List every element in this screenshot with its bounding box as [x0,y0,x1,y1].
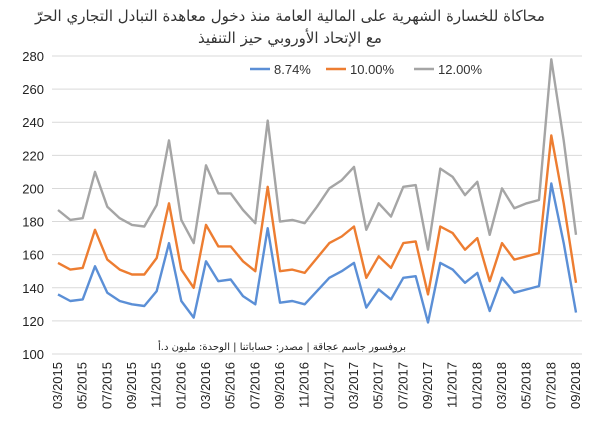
y-tick-label: 120 [22,314,44,329]
series-lines [57,58,578,324]
x-tick-label: 07/2017 [395,362,410,409]
y-tick-label: 240 [22,115,44,130]
series-line-1 [57,134,578,296]
legend-label-1: 10.00% [350,62,395,77]
y-tick-label: 260 [22,82,44,97]
chart-title-line2: مع الإتحاد الأوروبي حيز التنفيذ [198,28,382,48]
x-tick-label: 03/2015 [50,362,65,409]
x-tick-label: 01/2018 [469,362,484,409]
x-tick-label: 09/2015 [124,362,139,409]
y-tick-label: 280 [22,49,44,64]
x-tick-label: 09/2016 [272,362,287,409]
chart-title-line1: محاكاة للخسارة الشهرية على المالية العام… [34,7,545,26]
y-tick-label: 140 [22,281,44,296]
y-tick-label: 160 [22,248,44,263]
y-tick-label: 220 [22,148,44,163]
y-tick-label: 200 [22,181,44,196]
x-tick-label: 03/2018 [494,362,509,409]
x-tick-label: 07/2016 [247,362,262,409]
legend-label-0: 8.74% [274,62,311,77]
series-line-0 [57,182,578,324]
x-tick-label: 11/2015 [149,362,164,408]
x-axis-ticks: 03/2015 05/2015 07/2015 09/2015 11/2015 01/20… [50,362,583,409]
y-tick-label: 180 [22,215,44,230]
x-tick-label: 05/2015 [75,362,90,409]
x-tick-label: 07/2015 [99,362,114,409]
x-tick-label: 11/2016 [297,362,312,408]
x-tick-label: 03/2016 [198,362,213,409]
legend: 8.74% 10.00% 12.00% [250,62,483,77]
x-tick-label: 05/2017 [371,362,386,409]
x-tick-label: 09/2017 [420,362,435,409]
x-tick-label: 11/2017 [445,362,460,408]
legend-label-2: 12.00% [438,62,483,77]
series-line-2 [57,58,578,251]
gridlines [52,55,582,355]
y-tick-label: 100 [22,347,44,362]
x-tick-label: 03/2017 [346,362,361,409]
source-note: بروفسور جاسم عجاقة | مصدر: حساباتنا | ال… [158,340,406,353]
x-tick-label: 05/2016 [223,362,238,409]
x-tick-label: 01/2017 [321,362,336,409]
y-axis-ticks: 100 120 140 160 180 200 220 240 260 280 [22,49,44,362]
x-tick-label: 05/2018 [519,362,534,409]
x-tick-label: 07/2018 [543,362,558,409]
x-tick-label: 09/2018 [568,362,583,409]
x-tick-label: 01/2016 [173,362,188,409]
